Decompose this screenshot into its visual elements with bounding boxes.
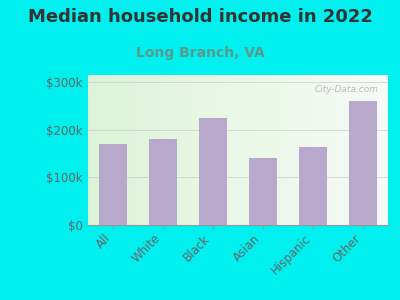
Bar [99, 144, 127, 225]
Text: City-Data.com: City-Data.com [315, 85, 379, 94]
Bar [149, 139, 177, 225]
Bar [199, 118, 227, 225]
Text: Long Branch, VA: Long Branch, VA [136, 46, 264, 61]
Text: Median household income in 2022: Median household income in 2022 [28, 8, 372, 26]
Bar [349, 101, 377, 225]
Bar [299, 147, 327, 225]
Bar [249, 158, 277, 225]
